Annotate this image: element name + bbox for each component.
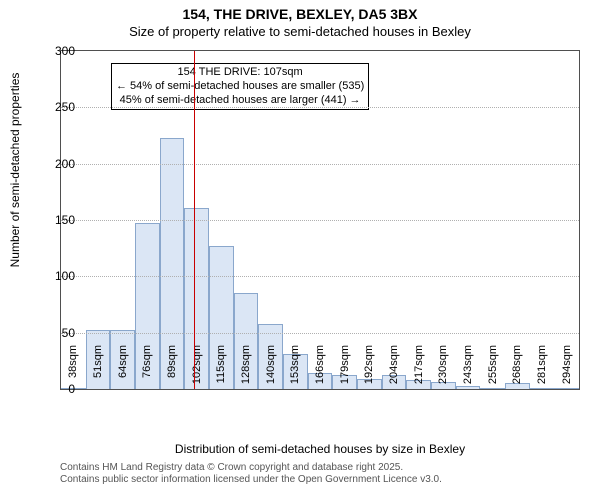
xtick-label: 115sqm [215,345,227,395]
xtick-label: 140sqm [265,345,277,395]
gridline [61,107,579,108]
xtick-label: 166sqm [314,345,326,395]
xtick-label: 153sqm [289,345,301,395]
gridline [61,220,579,221]
xtick-label: 230sqm [437,345,449,395]
annotation-line: 154 THE DRIVE: 107sqm [116,66,364,80]
xtick-label: 243sqm [462,345,474,395]
xtick-label: 89sqm [166,345,178,395]
xtick-label: 51sqm [92,345,104,395]
annotation-line: 45% of semi-detached houses are larger (… [116,94,364,108]
xtick-label: 128sqm [240,345,252,395]
x-axis-label: Distribution of semi-detached houses by … [60,442,580,456]
annotation-line: ← 54% of semi-detached houses are smalle… [116,80,364,94]
xtick-label: 255sqm [487,345,499,395]
xtick-label: 268sqm [511,345,523,395]
chart-container: 154, THE DRIVE, BEXLEY, DA5 3BX Size of … [0,0,600,500]
xtick-label: 102sqm [191,345,203,395]
chart-title: 154, THE DRIVE, BEXLEY, DA5 3BX [0,6,600,22]
gridline [61,333,579,334]
ytick-label: 300 [35,44,75,58]
gridline [61,164,579,165]
xtick-label: 179sqm [339,345,351,395]
ytick-label: 50 [35,326,75,340]
xtick-label: 281sqm [536,345,548,395]
xtick-label: 64sqm [117,345,129,395]
ytick-label: 250 [35,100,75,114]
annotation-box: 154 THE DRIVE: 107sqm← 54% of semi-detac… [111,63,369,110]
footnote: Contains HM Land Registry data © Crown c… [60,462,580,486]
plot-area: 38sqm51sqm64sqm76sqm89sqm102sqm115sqm128… [60,50,580,390]
xtick-label: 192sqm [363,345,375,395]
chart-subtitle: Size of property relative to semi-detach… [0,24,600,39]
xtick-label: 294sqm [561,345,573,395]
xtick-label: 76sqm [141,345,153,395]
ytick-label: 0 [35,382,75,396]
xtick-label: 204sqm [388,345,400,395]
footnote-line: Contains public sector information licen… [60,474,580,486]
footnote-line: Contains HM Land Registry data © Crown c… [60,462,580,474]
xtick-label: 217sqm [413,345,425,395]
reference-line [194,51,195,389]
ytick-label: 200 [35,157,75,171]
y-axis-label: Number of semi-detached properties [8,0,22,420]
ytick-label: 100 [35,269,75,283]
ytick-label: 150 [35,213,75,227]
gridline [61,276,579,277]
